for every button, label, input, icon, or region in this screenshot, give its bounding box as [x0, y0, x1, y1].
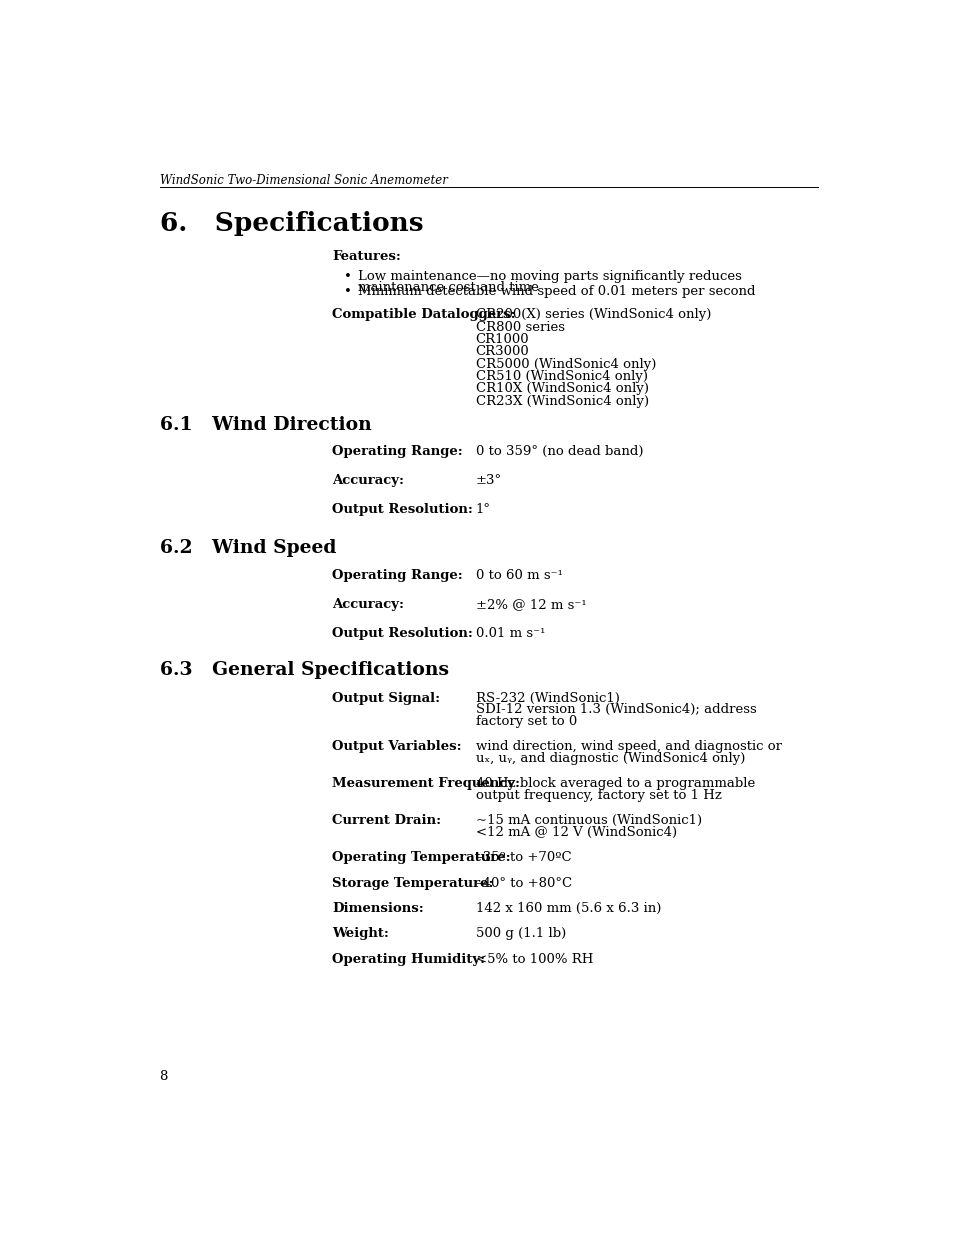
Text: RS-232 (WindSonic1): RS-232 (WindSonic1)	[476, 692, 619, 705]
Text: wind direction, wind speed, and diagnostic or: wind direction, wind speed, and diagnost…	[476, 740, 781, 753]
Text: ~15 mA continuous (WindSonic1): ~15 mA continuous (WindSonic1)	[476, 814, 701, 827]
Text: CR200(X) series (WindSonic4 only): CR200(X) series (WindSonic4 only)	[476, 309, 710, 321]
Text: 500 g (1.1 lb): 500 g (1.1 lb)	[476, 927, 565, 940]
Text: CR5000 (WindSonic4 only): CR5000 (WindSonic4 only)	[476, 358, 656, 370]
Text: –35º to +70ºC: –35º to +70ºC	[476, 851, 571, 864]
Text: 0 to 359° (no dead band): 0 to 359° (no dead band)	[476, 445, 642, 458]
Text: •: •	[344, 285, 352, 299]
Text: CR800 series: CR800 series	[476, 321, 564, 333]
Text: Output Signal:: Output Signal:	[332, 692, 440, 705]
Text: factory set to 0: factory set to 0	[476, 715, 577, 727]
Text: Minimum detectable wind speed of 0.01 meters per second: Minimum detectable wind speed of 0.01 me…	[357, 285, 755, 299]
Text: 6.3   General Specifications: 6.3 General Specifications	[159, 661, 448, 679]
Text: <12 mA @ 12 V (WindSonic4): <12 mA @ 12 V (WindSonic4)	[476, 826, 677, 839]
Text: SDI-12 version 1.3 (WindSonic4); address: SDI-12 version 1.3 (WindSonic4); address	[476, 704, 756, 716]
Text: 142 x 160 mm (5.6 x 6.3 in): 142 x 160 mm (5.6 x 6.3 in)	[476, 902, 660, 915]
Text: Accuracy:: Accuracy:	[332, 474, 404, 487]
Text: Low maintenance—no moving parts significantly reduces: Low maintenance—no moving parts signific…	[357, 270, 741, 283]
Text: Compatible Dataloggers:: Compatible Dataloggers:	[332, 309, 516, 321]
Text: CR23X (WindSonic4 only): CR23X (WindSonic4 only)	[476, 395, 648, 408]
Text: 8: 8	[159, 1070, 168, 1083]
Text: Operating Humidity:: Operating Humidity:	[332, 953, 485, 966]
Text: 0 to 60 m s⁻¹: 0 to 60 m s⁻¹	[476, 568, 562, 582]
Text: output frequency, factory set to 1 Hz: output frequency, factory set to 1 Hz	[476, 789, 720, 802]
Text: 40 Hz block averaged to a programmable: 40 Hz block averaged to a programmable	[476, 777, 754, 790]
Text: 0.01 m s⁻¹: 0.01 m s⁻¹	[476, 627, 544, 640]
Text: Weight:: Weight:	[332, 927, 389, 940]
Text: Accuracy:: Accuracy:	[332, 598, 404, 611]
Text: CR10X (WindSonic4 only): CR10X (WindSonic4 only)	[476, 383, 648, 395]
Text: Features:: Features:	[332, 249, 401, 263]
Text: uₓ, uᵧ, and diagnostic (WindSonic4 only): uₓ, uᵧ, and diagnostic (WindSonic4 only)	[476, 752, 744, 764]
Text: Operating Temperature:: Operating Temperature:	[332, 851, 511, 864]
Text: CR3000: CR3000	[476, 346, 529, 358]
Text: –40° to +80°C: –40° to +80°C	[476, 877, 571, 889]
Text: ±2% @ 12 m s⁻¹: ±2% @ 12 m s⁻¹	[476, 598, 586, 611]
Text: •: •	[344, 270, 352, 283]
Text: Output Resolution:: Output Resolution:	[332, 503, 473, 516]
Text: Operating Range:: Operating Range:	[332, 568, 462, 582]
Text: WindSonic Two-Dimensional Sonic Anemometer: WindSonic Two-Dimensional Sonic Anemomet…	[159, 174, 447, 188]
Text: Output Variables:: Output Variables:	[332, 740, 461, 753]
Text: CR1000: CR1000	[476, 333, 529, 346]
Text: 6.   Specifications: 6. Specifications	[159, 211, 423, 236]
Text: Output Resolution:: Output Resolution:	[332, 627, 473, 640]
Text: 1°: 1°	[476, 503, 490, 516]
Text: ±3°: ±3°	[476, 474, 501, 487]
Text: Dimensions:: Dimensions:	[332, 902, 424, 915]
Text: Storage Temperature:: Storage Temperature:	[332, 877, 494, 889]
Text: CR510 (WindSonic4 only): CR510 (WindSonic4 only)	[476, 370, 647, 383]
Text: Operating Range:: Operating Range:	[332, 445, 462, 458]
Text: 6.1   Wind Direction: 6.1 Wind Direction	[159, 416, 371, 435]
Text: Measurement Frequency:: Measurement Frequency:	[332, 777, 519, 790]
Text: Current Drain:: Current Drain:	[332, 814, 441, 827]
Text: maintenance cost and time: maintenance cost and time	[357, 282, 538, 294]
Text: 6.2   Wind Speed: 6.2 Wind Speed	[159, 540, 335, 557]
Text: <5% to 100% RH: <5% to 100% RH	[476, 953, 593, 966]
